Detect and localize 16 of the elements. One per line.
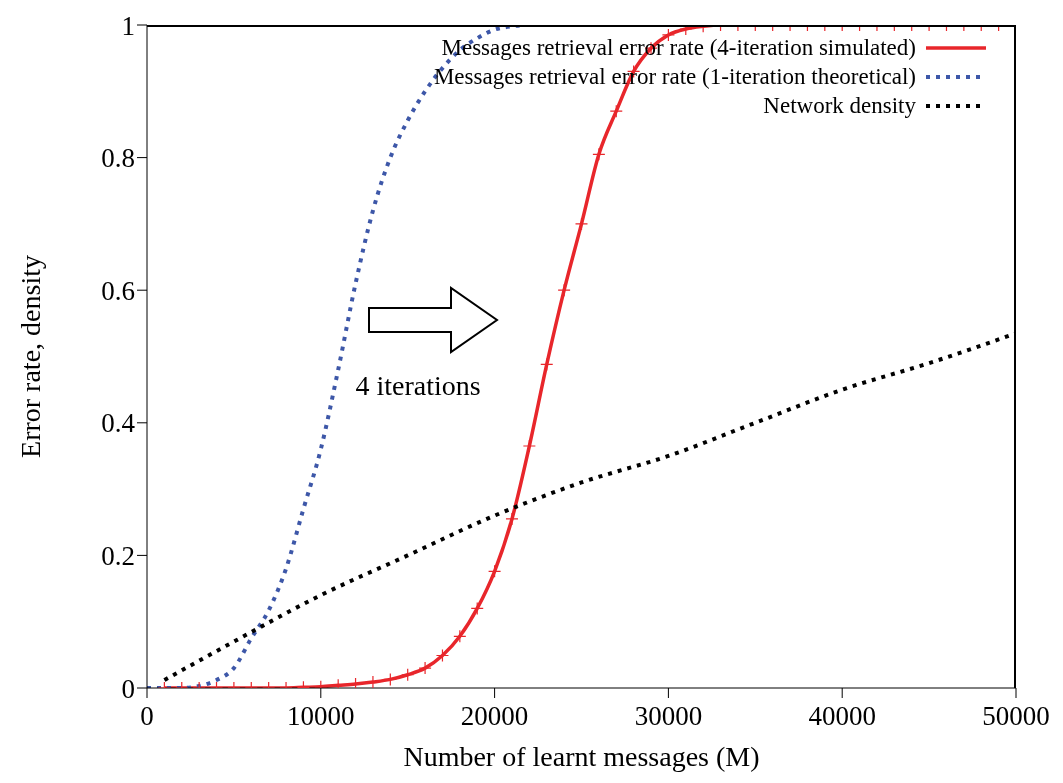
annotation: 4 iterations [355,370,481,402]
x-tick-label: 10000 [287,701,355,732]
x-tick-label: 30000 [634,701,703,732]
x-tick-label: 50000 [982,701,1050,732]
y-axis-title: Error rate, density [14,255,46,458]
y-tick-label: 0.8 [101,143,135,174]
y-tick-label: 0.2 [101,540,135,571]
x-tick-label: 40000 [808,701,876,732]
x-tick-label: 0 [140,701,154,732]
x-axis-title: Number of learnt messages (M) [403,741,760,772]
legend-label: Network density [763,92,916,120]
y-tick-label: 1 [121,10,135,41]
y-tick-label: 0.6 [101,275,135,306]
y-tick-label: 0.4 [101,408,136,439]
x-tick-label: 20000 [460,701,529,732]
y-tick-label: 0 [121,673,135,704]
